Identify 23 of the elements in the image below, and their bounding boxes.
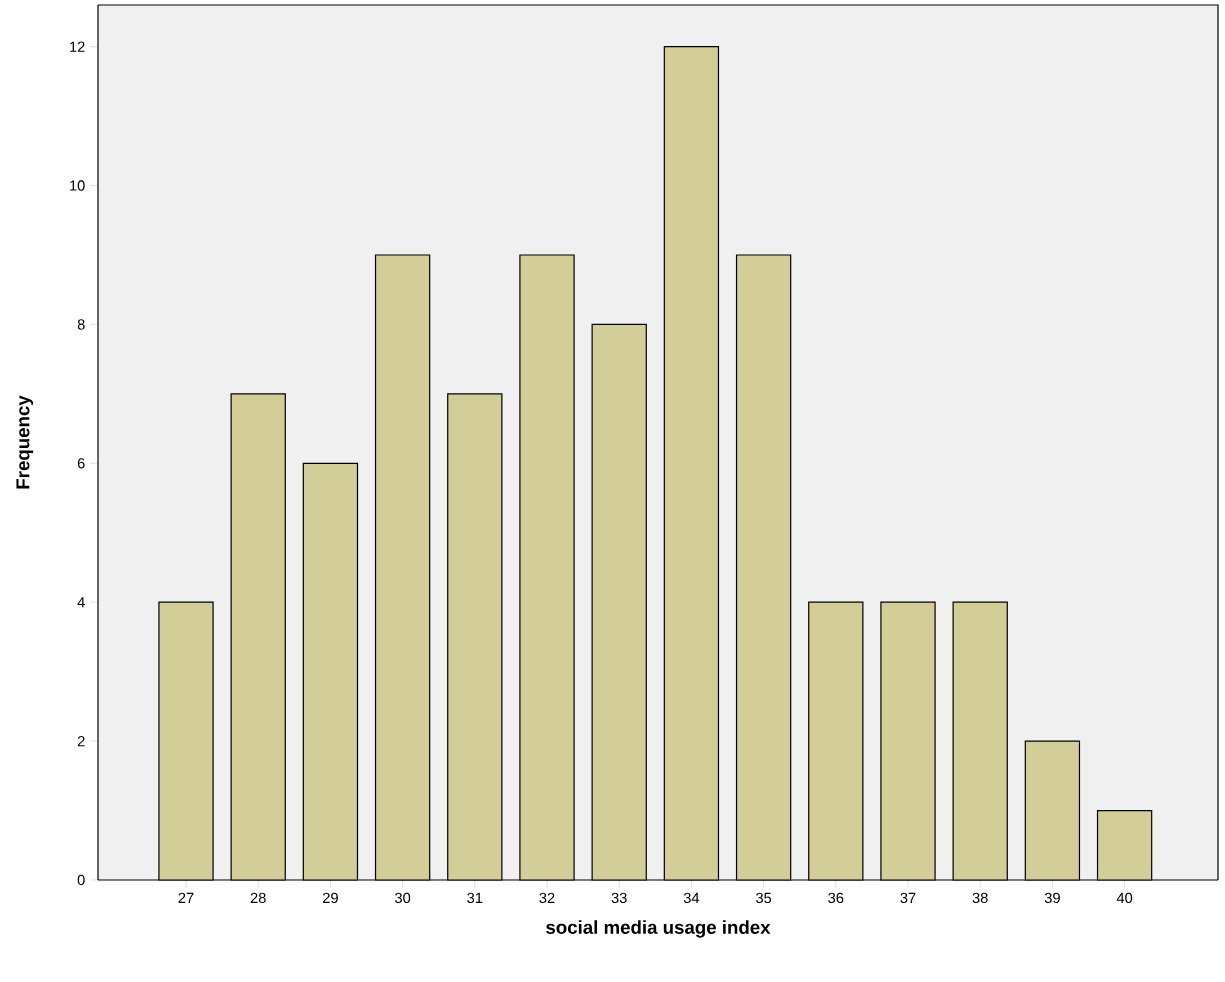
x-tick-label: 36 (828, 892, 844, 904)
x-tick-label: 38 (972, 892, 988, 904)
y-tick-label: 10 (70, 180, 85, 191)
x-tick-label: 32 (539, 892, 555, 904)
y-axis-title: Frequency (16, 395, 34, 489)
x-axis-title: social media usage index (546, 920, 771, 938)
x-tick-label: 35 (756, 892, 772, 904)
x-tick-label: 31 (467, 892, 483, 904)
y-tick-label: 2 (77, 735, 85, 747)
x-tick-label: 27 (178, 892, 194, 903)
y-tick-label: 4 (77, 597, 85, 608)
y-tick-label: 6 (77, 458, 85, 469)
y-tick-label: 12 (70, 41, 85, 52)
y-tick-label: 0 (77, 874, 85, 886)
x-tick-label: 34 (683, 892, 700, 904)
x-tick-label: 29 (322, 892, 338, 904)
x-tick-label: 28 (250, 892, 266, 904)
x-tick-label: 37 (900, 892, 916, 904)
y-tick-label: 8 (77, 319, 85, 330)
x-tick-label: 33 (611, 892, 627, 904)
x-tick-label: 40 (1116, 892, 1133, 904)
x-tick-label: 39 (1044, 892, 1060, 904)
x-tick-label: 30 (395, 892, 411, 904)
